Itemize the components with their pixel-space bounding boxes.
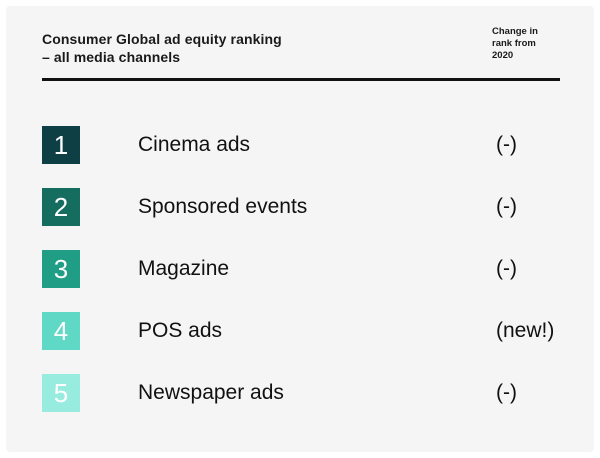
change-column-header: Change in rank from 2020 (492, 26, 562, 62)
rank-badge-5: 5 (42, 374, 80, 412)
rank-change-5: (-) (496, 381, 517, 404)
channel-label-3: Magazine (138, 257, 230, 280)
rank-change-1: (-) (496, 133, 517, 156)
title-line-2: – all media channels (42, 49, 181, 65)
ranking-row-2: 2 Sponsored events (-) (42, 188, 592, 226)
page-title: Consumer Global ad equity ranking – all … (42, 30, 362, 66)
change-header-line-3: 2020 (492, 50, 514, 61)
rank-badge-3: 3 (42, 250, 80, 288)
change-header-line-1: Change in (492, 26, 538, 37)
rank-badge-4: 4 (42, 312, 80, 350)
ranking-list: 1 Cinema ads (-) 2 Sponsored events (-) … (42, 126, 592, 436)
ranking-row-3: 3 Magazine (-) (42, 250, 592, 288)
rank-change-4: (new!) (496, 319, 555, 342)
channel-label-2: Sponsored events (138, 195, 308, 218)
ranking-row-4: 4 POS ads (new!) (42, 312, 592, 350)
title-line-1: Consumer Global ad equity ranking (42, 31, 282, 47)
ranking-card: Consumer Global ad equity ranking – all … (6, 6, 594, 452)
ranking-row-5: 5 Newspaper ads (-) (42, 374, 592, 412)
header-divider (42, 78, 560, 81)
channel-label-5: Newspaper ads (138, 381, 284, 404)
rank-change-3: (-) (496, 257, 517, 280)
channel-label-4: POS ads (138, 319, 223, 342)
rank-badge-2: 2 (42, 188, 80, 226)
rank-change-2: (-) (496, 195, 517, 218)
change-header-line-2: rank from (492, 38, 536, 49)
ranking-row-1: 1 Cinema ads (-) (42, 126, 592, 164)
channel-label-1: Cinema ads (138, 133, 251, 156)
rank-badge-1: 1 (42, 126, 80, 164)
